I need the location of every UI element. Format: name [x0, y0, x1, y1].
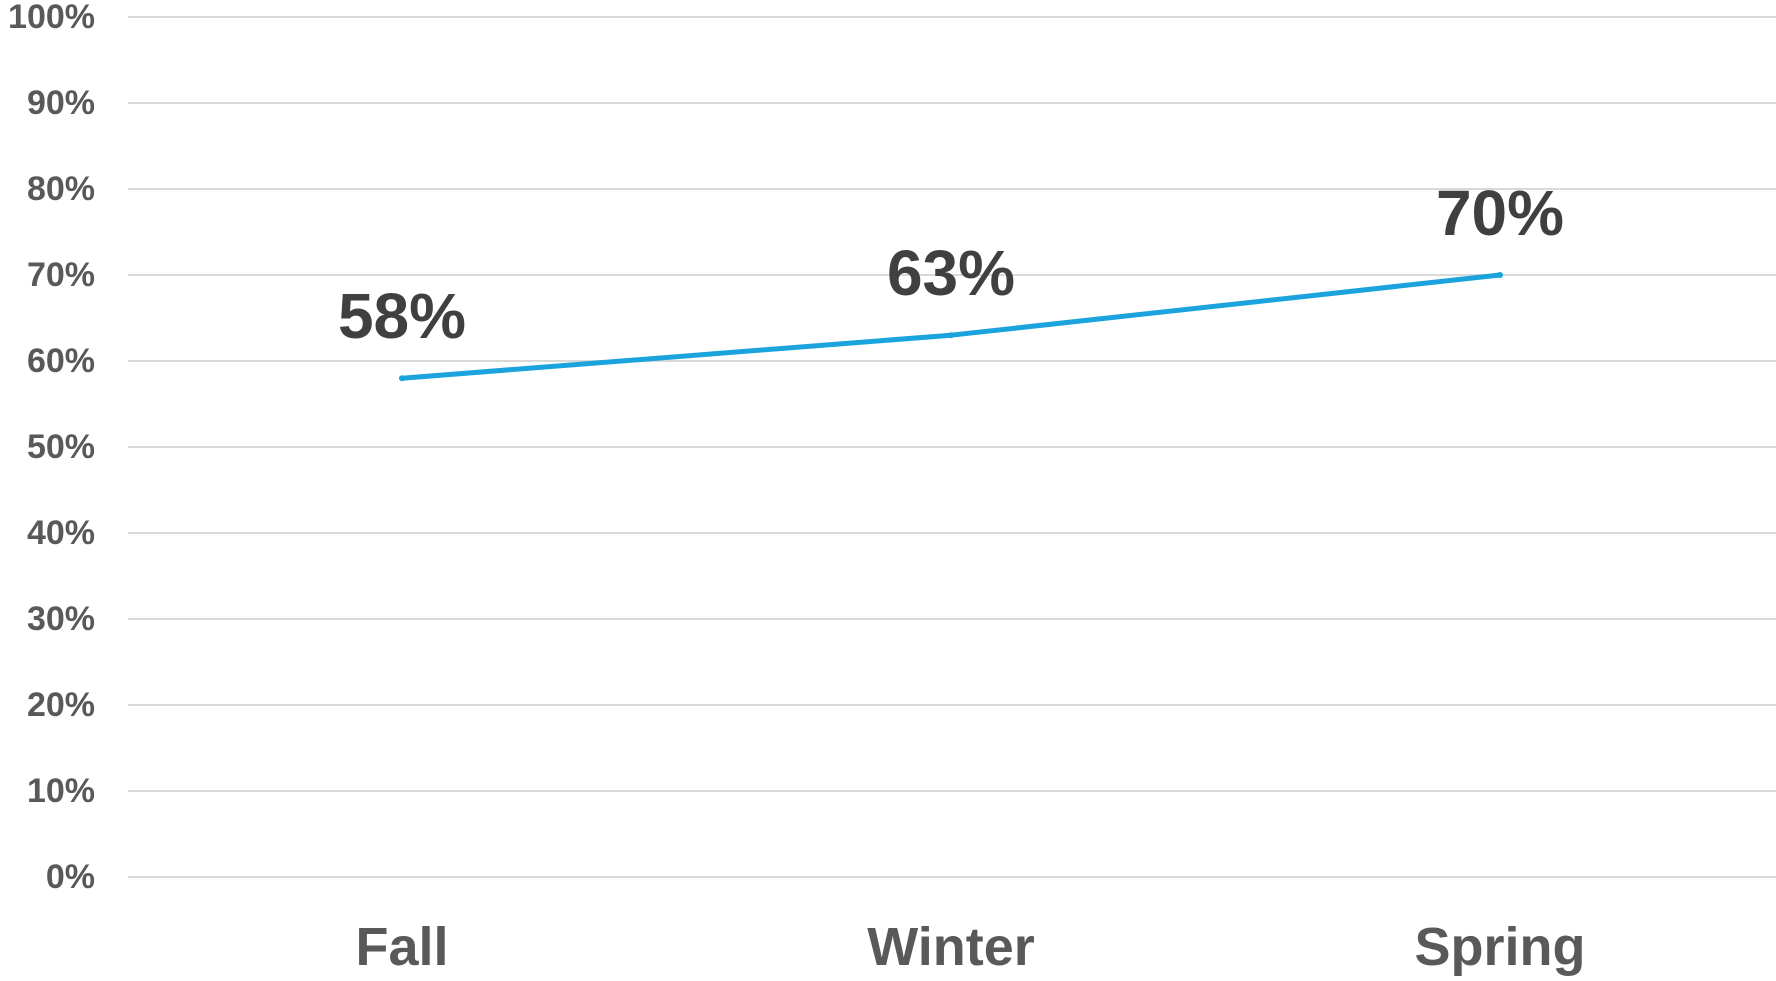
y-tick-label: 30%: [27, 600, 95, 638]
data-point: [1497, 272, 1503, 278]
y-tick-label: 90%: [27, 84, 95, 122]
gridlines: [128, 16, 1776, 878]
y-tick-label: 10%: [27, 772, 95, 810]
x-tick-label: Spring: [1415, 917, 1586, 977]
y-axis-ticks: 0% 10% 20% 30% 40% 50% 60% 70% 80% 90% 100%: [8, 0, 95, 896]
y-tick-label: 0%: [46, 858, 95, 896]
x-tick-label: Fall: [355, 917, 448, 977]
data-labels: 58% 63% 70%: [338, 177, 1564, 352]
y-tick-label: 60%: [27, 342, 95, 380]
y-tick-label: 100%: [8, 0, 95, 36]
y-tick-label: 50%: [27, 428, 95, 466]
data-point: [399, 375, 405, 382]
data-label: 58%: [338, 280, 466, 352]
y-tick-label: 80%: [27, 170, 95, 208]
y-tick-label: 20%: [27, 686, 95, 724]
y-tick-label: 40%: [27, 514, 95, 552]
data-label: 70%: [1436, 177, 1564, 249]
y-tick-label: 70%: [27, 256, 95, 294]
x-axis-ticks: Fall Winter Spring: [355, 917, 1585, 977]
x-tick-label: Winter: [867, 917, 1035, 977]
series-layer: [399, 272, 1503, 382]
data-label: 63%: [887, 237, 1015, 309]
data-point: [948, 332, 954, 339]
